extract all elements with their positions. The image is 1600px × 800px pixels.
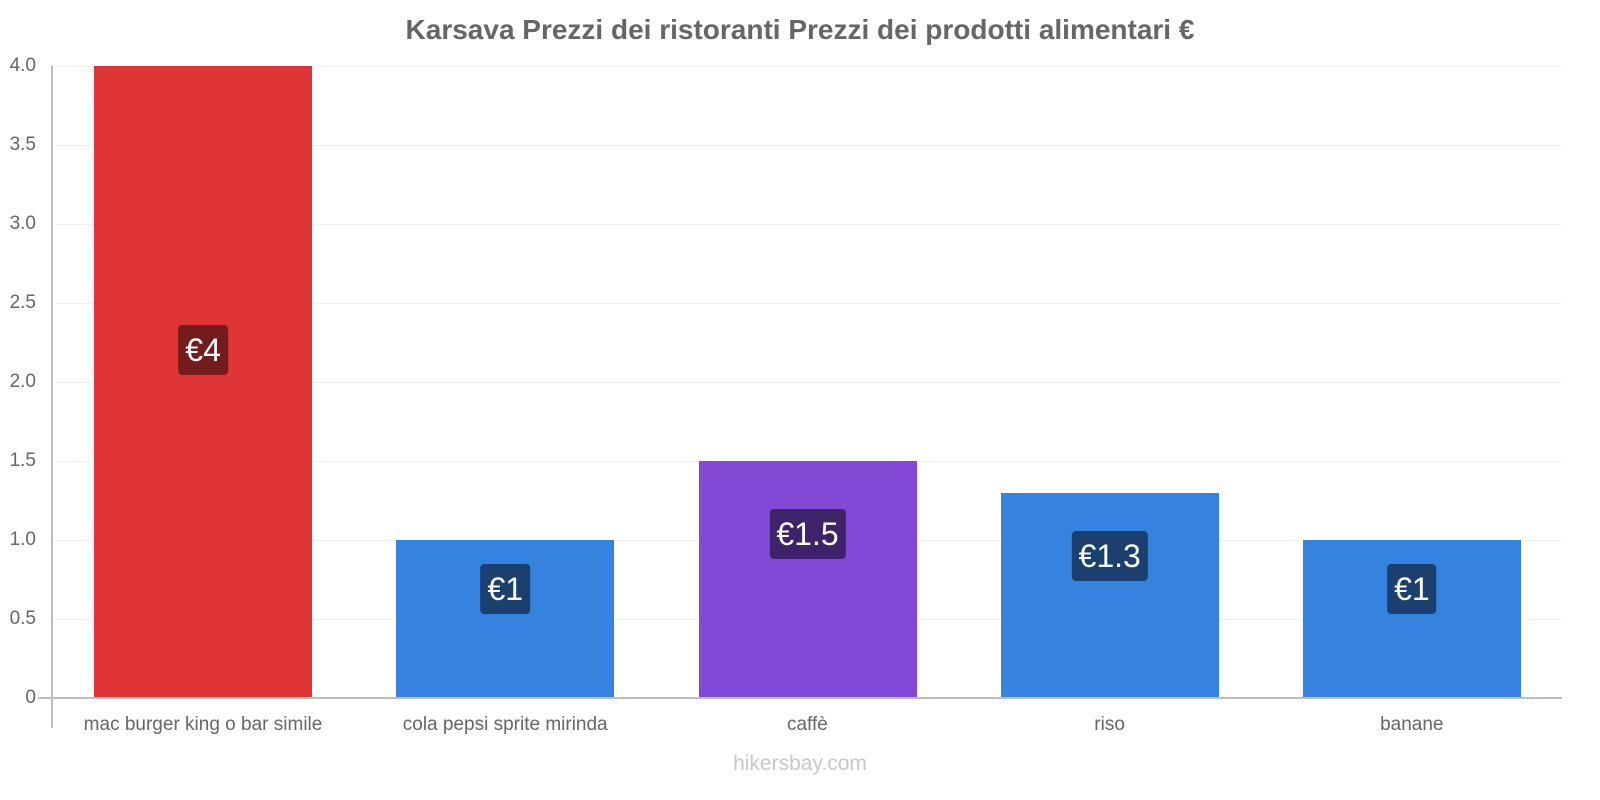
x-axis-line: [38, 697, 1562, 699]
x-tick-label: banane: [1380, 714, 1444, 735]
y-tick-label: 0.5: [9, 608, 36, 629]
bar-value-label: €1: [1387, 563, 1437, 614]
bar-value-label: €4: [178, 325, 228, 376]
y-axis-line: [51, 66, 53, 728]
y-tick-label: 0: [25, 687, 36, 708]
y-tick-label: 1.5: [9, 450, 36, 471]
bar[interactable]: €4: [94, 66, 313, 698]
gridline: [52, 66, 1562, 67]
chart-title: Karsava Prezzi dei ristoranti Prezzi dei…: [405, 14, 1195, 45]
gridline: [52, 224, 1562, 225]
watermark: hikersbay.com: [733, 752, 867, 775]
y-tick-label: 2.0: [9, 371, 36, 392]
plot-area: €4 €1 €1.5 €1.3 €1: [52, 66, 1562, 698]
y-tick-label: 3.5: [9, 134, 36, 155]
bar-value-label: €1.3: [1071, 531, 1148, 582]
x-tick-label: riso: [1094, 714, 1125, 735]
gridline: [52, 382, 1562, 383]
y-tick-label: 1.0: [9, 529, 36, 550]
bar[interactable]: €1: [396, 540, 615, 698]
bar[interactable]: €1: [1302, 540, 1521, 698]
bar-value-label: €1: [480, 563, 531, 614]
y-tick-label: 4.0: [9, 55, 36, 76]
y-tick-label: 3.0: [9, 213, 36, 234]
bar[interactable]: €1.5: [698, 461, 917, 698]
bar[interactable]: €1.3: [1000, 492, 1219, 698]
gridline: [52, 145, 1562, 146]
x-tick-label: mac burger king o bar simile: [83, 714, 323, 735]
bar-value-label: €1.5: [769, 509, 846, 560]
x-tick-label: caffè: [786, 714, 828, 735]
y-tick-label: 2.5: [9, 292, 36, 313]
x-tick-label: cola pepsi sprite mirinda: [402, 714, 608, 735]
gridline: [52, 303, 1562, 304]
